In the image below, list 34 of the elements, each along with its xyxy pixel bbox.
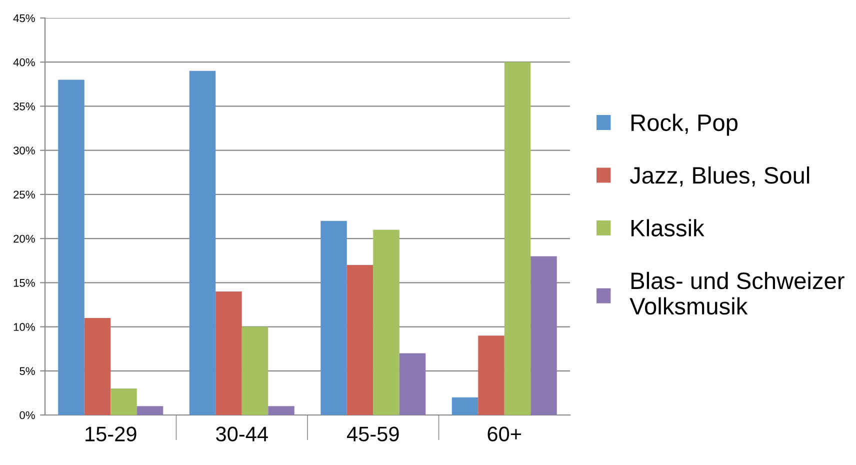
y-tick-label: 5% — [20, 367, 35, 376]
bar — [530, 256, 557, 415]
bar — [320, 220, 347, 415]
bar — [216, 291, 242, 415]
y-tick-label: 10% — [14, 323, 35, 331]
bar — [58, 80, 84, 415]
x-tick-label: 15-29 — [86, 426, 136, 442]
bar — [478, 336, 504, 415]
legend-label: Jazz, Blues, Soul — [630, 166, 810, 187]
y-tick-label: 40% — [13, 58, 35, 66]
x-tick-label: 30-44 — [216, 426, 268, 442]
y-tick-label: 35% — [13, 102, 35, 110]
y-tick-label: 15% — [14, 278, 35, 287]
bar — [242, 326, 268, 415]
x-tick-label: 60+ — [488, 426, 522, 442]
bar — [504, 62, 531, 415]
y-tick-label: 45% — [13, 14, 35, 22]
bar — [373, 230, 400, 415]
legend-label: Klassik — [631, 219, 704, 236]
bar — [110, 388, 137, 415]
y-tick-label: 0% — [20, 411, 35, 420]
bar — [452, 397, 478, 415]
y-tick-label: 20% — [14, 234, 35, 243]
bar — [268, 406, 294, 415]
x-tick-label: 45-59 — [346, 426, 399, 442]
y-tick-label: 25% — [14, 190, 35, 199]
bar — [84, 318, 111, 415]
bar — [189, 70, 216, 415]
legend-label: Rock, Pop — [631, 114, 738, 136]
bar — [346, 265, 374, 415]
y-tick-label: 30% — [13, 146, 35, 154]
legend-label: Blas- und Schweizer Volksmusik — [630, 272, 844, 315]
bar — [399, 353, 426, 415]
bar — [136, 406, 164, 415]
